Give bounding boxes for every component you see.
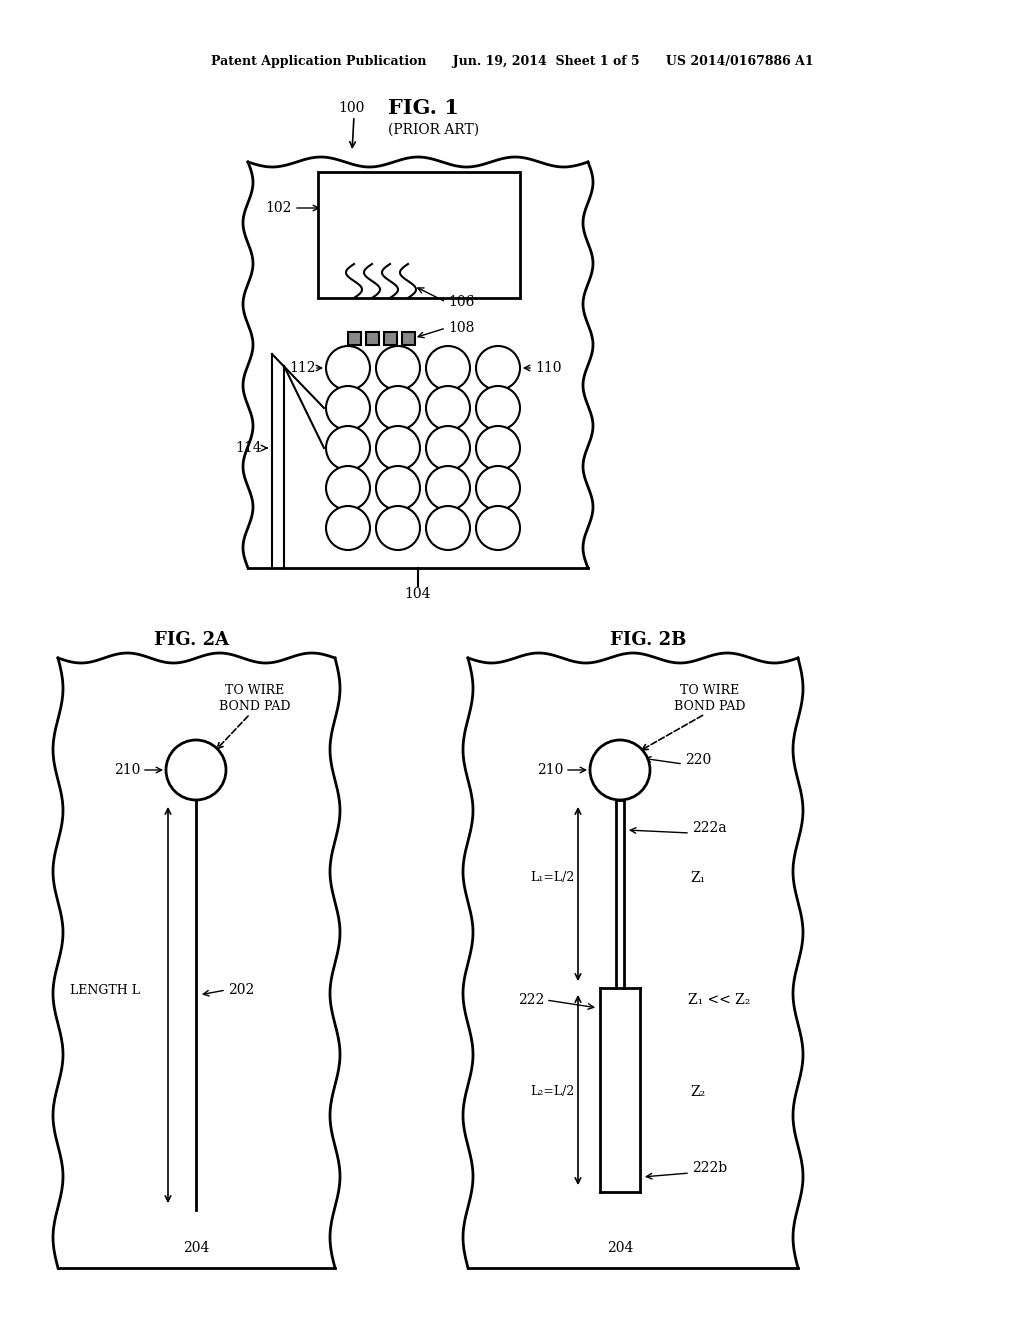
Circle shape	[376, 506, 420, 550]
Circle shape	[376, 346, 420, 389]
Text: 110: 110	[535, 360, 561, 375]
Bar	[366, 333, 379, 345]
Circle shape	[326, 346, 370, 389]
Circle shape	[376, 385, 420, 430]
Text: FIG. 1: FIG. 1	[388, 98, 459, 117]
Text: TO WIRE: TO WIRE	[225, 684, 285, 697]
Text: 204: 204	[183, 1241, 209, 1255]
Text: BOND PAD: BOND PAD	[674, 700, 745, 713]
Text: (PRIOR ART): (PRIOR ART)	[388, 123, 479, 137]
Text: 220: 220	[685, 752, 712, 767]
Text: 114: 114	[236, 441, 262, 455]
Bar	[318, 172, 520, 298]
Circle shape	[326, 426, 370, 470]
Text: LENGTH L: LENGTH L	[70, 983, 140, 997]
Text: FIG. 2A: FIG. 2A	[155, 631, 229, 649]
Text: 100: 100	[338, 102, 365, 115]
Circle shape	[326, 466, 370, 510]
Text: Z₁: Z₁	[690, 871, 706, 884]
Text: FIG. 2B: FIG. 2B	[610, 631, 686, 649]
Text: 222b: 222b	[692, 1162, 727, 1175]
Circle shape	[426, 426, 470, 470]
Circle shape	[476, 466, 520, 510]
Text: 204: 204	[607, 1241, 633, 1255]
Circle shape	[476, 385, 520, 430]
Circle shape	[476, 346, 520, 389]
Circle shape	[476, 506, 520, 550]
Circle shape	[426, 506, 470, 550]
Circle shape	[376, 426, 420, 470]
Text: 102: 102	[265, 201, 292, 215]
Circle shape	[376, 466, 420, 510]
Circle shape	[326, 385, 370, 430]
Circle shape	[590, 741, 650, 800]
Text: 222a: 222a	[692, 821, 727, 836]
Text: 222: 222	[518, 993, 544, 1007]
Text: Z₁ << Z₂: Z₁ << Z₂	[688, 993, 751, 1007]
Text: L₁=L/2: L₁=L/2	[530, 871, 575, 884]
Text: 104: 104	[404, 587, 431, 601]
Circle shape	[426, 466, 470, 510]
Bar	[384, 333, 397, 345]
Text: Z₂: Z₂	[690, 1085, 706, 1100]
Bar	[348, 333, 361, 345]
Text: L₂=L/2: L₂=L/2	[530, 1085, 575, 1098]
Text: 106: 106	[449, 294, 474, 309]
Text: TO WIRE: TO WIRE	[680, 684, 739, 697]
Text: 210: 210	[114, 763, 140, 777]
Text: BOND PAD: BOND PAD	[219, 700, 291, 713]
Text: 202: 202	[228, 983, 254, 997]
Text: 210: 210	[537, 763, 563, 777]
Circle shape	[426, 385, 470, 430]
Circle shape	[426, 346, 470, 389]
Circle shape	[476, 426, 520, 470]
Bar	[402, 333, 415, 345]
Circle shape	[166, 741, 226, 800]
Text: 112: 112	[290, 360, 316, 375]
Text: 108: 108	[449, 321, 474, 335]
Text: Patent Application Publication      Jun. 19, 2014  Sheet 1 of 5      US 2014/016: Patent Application Publication Jun. 19, …	[211, 55, 813, 69]
Circle shape	[326, 506, 370, 550]
